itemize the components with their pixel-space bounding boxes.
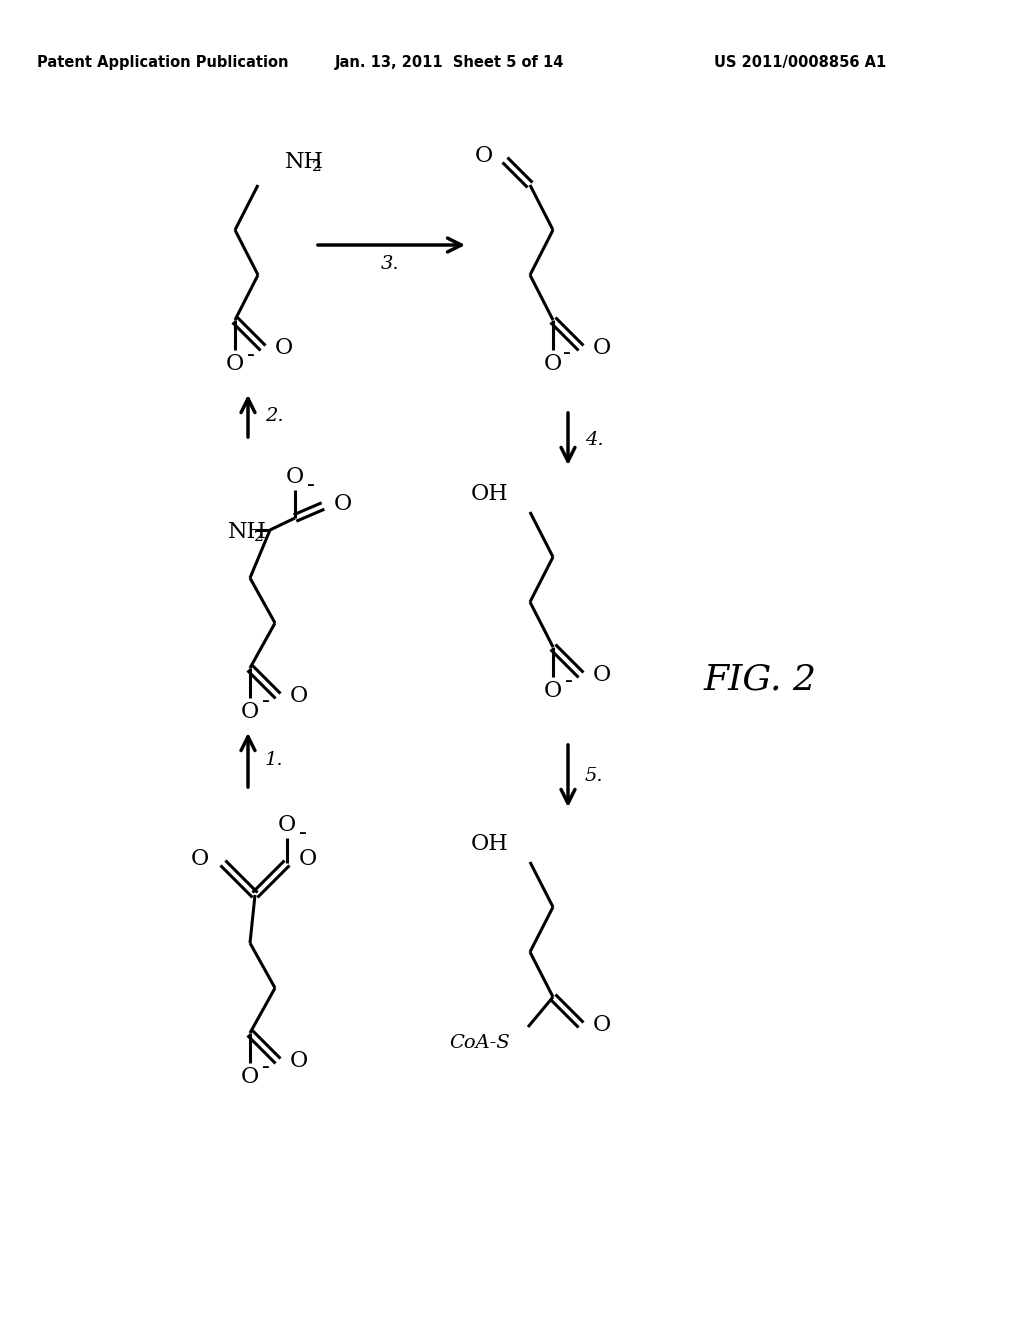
Text: 3.: 3. [381,255,399,273]
Text: O: O [241,1067,259,1088]
Text: O: O [299,847,317,870]
Text: O: O [593,1014,611,1036]
Text: O: O [275,337,293,359]
Text: OH: OH [470,833,508,855]
Text: O: O [226,352,244,375]
Text: 1.: 1. [265,751,284,770]
Text: O: O [290,1049,308,1072]
Text: NH: NH [285,150,324,173]
Text: O: O [475,145,493,168]
Text: -: - [262,1056,270,1078]
Text: US 2011/0008856 A1: US 2011/0008856 A1 [714,55,886,70]
Text: CoA-S: CoA-S [450,1034,510,1052]
Text: O: O [241,701,259,723]
Text: 5.: 5. [585,767,603,785]
Text: O: O [593,337,611,359]
Text: 2: 2 [254,531,264,544]
Text: Jan. 13, 2011  Sheet 5 of 14: Jan. 13, 2011 Sheet 5 of 14 [335,55,564,70]
Text: 2.: 2. [265,407,284,425]
Text: -: - [563,342,570,366]
Text: -: - [247,343,255,367]
Text: O: O [286,466,304,488]
Text: -: - [299,822,307,846]
Text: O: O [544,352,562,375]
Text: 2: 2 [312,160,322,174]
Text: NH: NH [228,521,267,543]
Text: -: - [262,690,270,714]
Text: O: O [190,847,209,870]
Text: FIG. 2: FIG. 2 [703,663,816,697]
Text: O: O [290,685,308,708]
Text: O: O [334,492,352,515]
Text: O: O [593,664,611,686]
Text: -: - [307,474,314,498]
Text: 4.: 4. [585,432,603,449]
Text: O: O [544,680,562,702]
Text: -: - [565,669,572,693]
Text: O: O [278,814,296,836]
Text: Patent Application Publication: Patent Application Publication [37,55,289,70]
Text: OH: OH [470,483,508,506]
